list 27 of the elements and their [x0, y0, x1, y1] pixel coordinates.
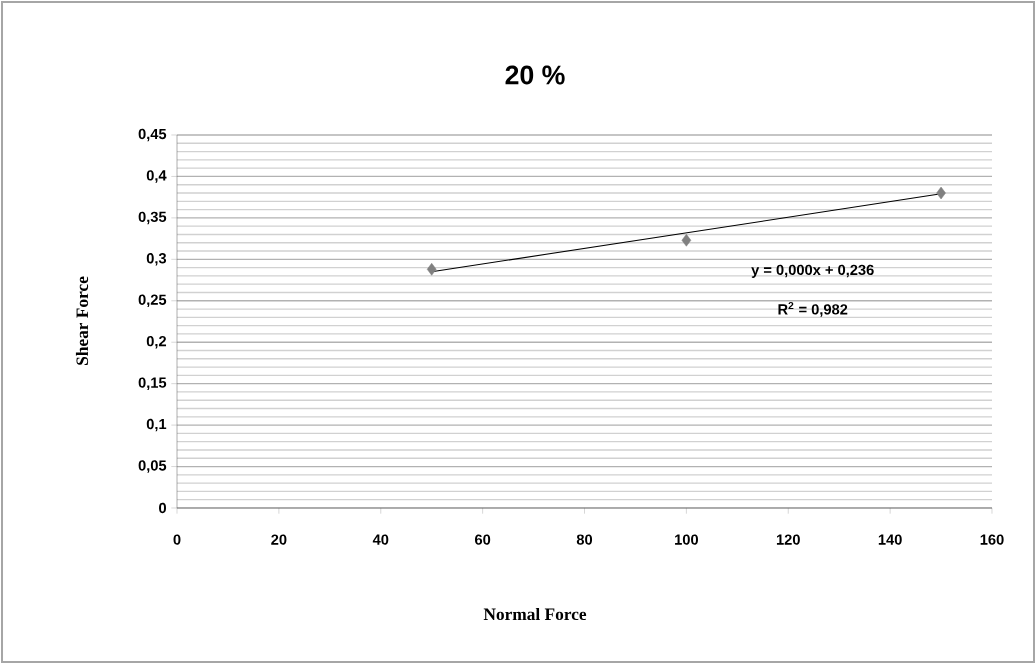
y-tick-label: 0,1 — [146, 418, 167, 432]
y-tick-label: 0,05 — [138, 460, 167, 473]
annotation: y = 0,000x + 0,236 — [751, 264, 874, 278]
y-axis-title: Shear Force — [75, 276, 89, 365]
point — [681, 233, 692, 247]
x-tick-label: 80 — [576, 534, 593, 545]
y-tick-label: 0,15 — [138, 377, 167, 390]
y-tick-label: 0,3 — [146, 253, 167, 266]
x-axis-title: Normal Force — [483, 607, 587, 621]
point — [936, 186, 946, 200]
y-tick-label: 0,2 — [146, 335, 167, 349]
y-tick-label: 0,4 — [146, 170, 167, 183]
x-tick-label: 160 — [980, 534, 1004, 545]
x-tick-label: 20 — [271, 534, 287, 545]
x-tick-label: 120 — [776, 534, 800, 545]
y-tick-label: 0,35 — [138, 211, 167, 225]
x-tick-label: 60 — [475, 534, 491, 545]
y-tick-label: 0,25 — [138, 294, 167, 308]
x-tick-label: 40 — [372, 534, 389, 545]
x-tick-label: 100 — [675, 534, 698, 545]
annotation: R$^{2}$ = 0,982 — [778, 301, 848, 317]
x-tick-label: 140 — [878, 534, 902, 545]
y-tick-label: 0,45 — [138, 128, 167, 142]
point — [426, 263, 437, 276]
chart-title: 20 % — [505, 65, 565, 85]
y-tick-label: 0 — [159, 502, 166, 514]
x-tick-label: 0 — [173, 534, 181, 545]
